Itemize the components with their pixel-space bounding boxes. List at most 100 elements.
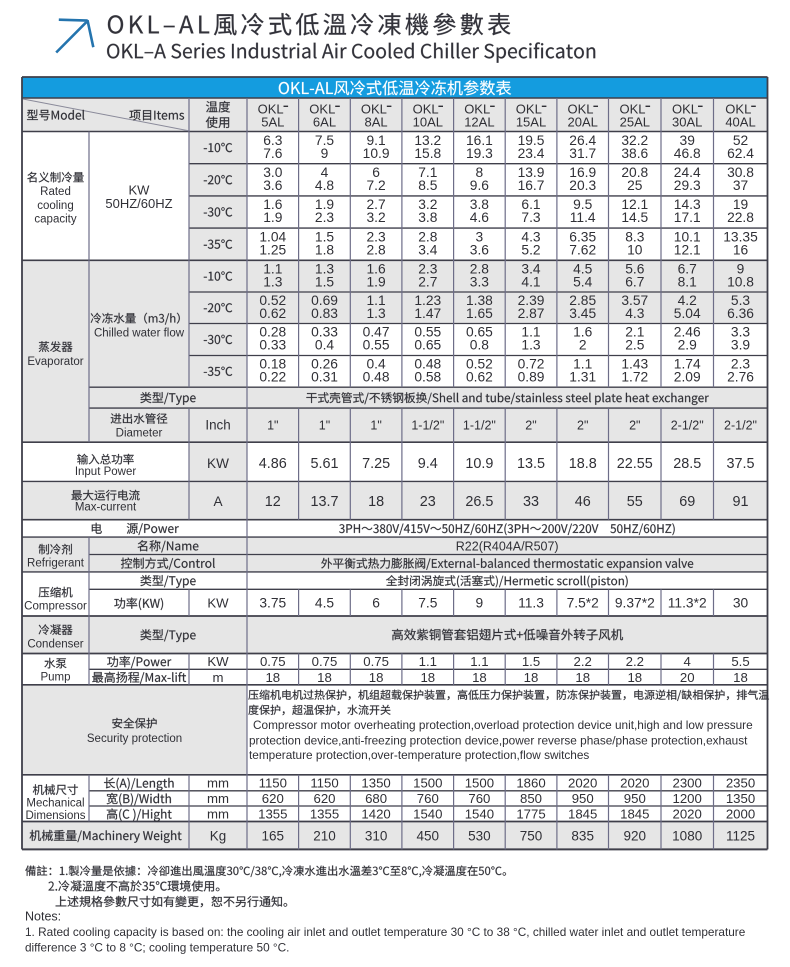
svg-text:0.65: 0.65 xyxy=(414,338,441,353)
svg-text:0.8: 0.8 xyxy=(470,338,490,353)
svg-text:750: 750 xyxy=(520,828,543,843)
svg-text:2.46: 2.46 xyxy=(674,325,701,340)
svg-text:6: 6 xyxy=(372,165,380,180)
svg-text:5.3: 5.3 xyxy=(731,293,751,308)
svg-text:1.9: 1.9 xyxy=(315,197,335,212)
svg-text:2.7: 2.7 xyxy=(367,197,386,212)
svg-text:1.38: 1.38 xyxy=(466,293,493,308)
svg-text:3.6: 3.6 xyxy=(263,178,283,193)
svg-text:12.1: 12.1 xyxy=(674,242,701,257)
svg-text:12: 12 xyxy=(265,494,281,510)
svg-text:20.3: 20.3 xyxy=(569,178,596,193)
svg-text:3.4: 3.4 xyxy=(418,242,438,257)
svg-text:OKL: OKL xyxy=(567,102,593,117)
svg-text:20.8: 20.8 xyxy=(621,165,648,180)
svg-text:18.8: 18.8 xyxy=(569,456,597,472)
svg-text:4: 4 xyxy=(321,165,329,180)
svg-text:4.8: 4.8 xyxy=(315,178,335,193)
svg-text:23: 23 xyxy=(420,494,436,510)
svg-text:4.5: 4.5 xyxy=(315,596,335,611)
svg-text:2.8: 2.8 xyxy=(418,229,438,244)
svg-text:5.5: 5.5 xyxy=(731,654,749,669)
svg-text:1.3: 1.3 xyxy=(263,274,283,289)
svg-text:4.86: 4.86 xyxy=(259,456,287,472)
svg-text:3.2: 3.2 xyxy=(418,197,437,212)
svg-text:8.1: 8.1 xyxy=(678,274,697,289)
svg-text:55: 55 xyxy=(627,494,643,510)
svg-text:69: 69 xyxy=(679,494,695,510)
svg-text:2.3: 2.3 xyxy=(731,357,751,372)
svg-text:1845: 1845 xyxy=(620,807,649,822)
svg-text:1.8: 1.8 xyxy=(315,242,335,257)
svg-text:5AL: 5AL xyxy=(261,114,284,129)
svg-text:9.6: 9.6 xyxy=(470,178,490,193)
svg-text:9: 9 xyxy=(476,596,484,611)
svg-text:OKL: OKL xyxy=(725,102,751,117)
svg-text:26.5: 26.5 xyxy=(465,494,493,510)
svg-text:4.2: 4.2 xyxy=(678,293,697,308)
svg-text:18: 18 xyxy=(317,670,332,685)
svg-text:0.65: 0.65 xyxy=(466,325,493,340)
svg-text:920: 920 xyxy=(624,828,647,843)
svg-text:6.7: 6.7 xyxy=(625,274,644,289)
svg-text:2.3: 2.3 xyxy=(315,210,335,225)
svg-text:11.3*2: 11.3*2 xyxy=(668,596,707,611)
svg-text:7.5*2: 7.5*2 xyxy=(567,596,599,611)
svg-text:1.5: 1.5 xyxy=(315,274,335,289)
svg-text:capacity: capacity xyxy=(34,214,76,226)
svg-text:8: 8 xyxy=(476,165,484,180)
svg-text:620: 620 xyxy=(262,791,284,806)
svg-text:10.1: 10.1 xyxy=(674,229,701,244)
svg-text:18: 18 xyxy=(524,670,539,685)
svg-text:0.47: 0.47 xyxy=(363,325,390,340)
svg-text:2.1: 2.1 xyxy=(625,325,644,340)
svg-text:0.4: 0.4 xyxy=(315,338,335,353)
svg-text:0.69: 0.69 xyxy=(311,293,338,308)
svg-text:OKL: OKL xyxy=(516,102,542,117)
svg-text:1125: 1125 xyxy=(726,828,755,843)
svg-text:450: 450 xyxy=(417,828,440,843)
svg-text:temperature protection,over-te: temperature protection,over-temperature … xyxy=(249,748,589,762)
svg-text:OKL: OKL xyxy=(619,102,645,117)
svg-text:3.0: 3.0 xyxy=(263,165,283,180)
svg-text:1.1: 1.1 xyxy=(521,325,540,340)
svg-text:1.04: 1.04 xyxy=(259,229,286,244)
svg-text:1.72: 1.72 xyxy=(621,370,648,385)
svg-text:4.3: 4.3 xyxy=(521,229,541,244)
svg-text:12AL: 12AL xyxy=(464,114,494,129)
svg-text:0.48: 0.48 xyxy=(363,370,390,385)
svg-text:9.1: 9.1 xyxy=(367,133,386,148)
svg-text:13.2: 13.2 xyxy=(414,133,441,148)
svg-text:KW: KW xyxy=(207,596,229,611)
svg-text:18: 18 xyxy=(369,670,384,685)
svg-text:13.5: 13.5 xyxy=(517,456,545,472)
svg-text:0.48: 0.48 xyxy=(414,357,441,372)
svg-text:3.3: 3.3 xyxy=(470,274,490,289)
svg-text:1200: 1200 xyxy=(673,791,702,806)
svg-text:9.37*2: 9.37*2 xyxy=(615,596,655,611)
svg-text:0.4: 0.4 xyxy=(367,357,387,372)
svg-text:3.8: 3.8 xyxy=(418,210,438,225)
svg-text:6.35: 6.35 xyxy=(569,229,596,244)
svg-text:Notes:: Notes: xyxy=(25,910,61,924)
svg-text:0.52: 0.52 xyxy=(466,357,493,372)
svg-text:0.58: 0.58 xyxy=(414,370,441,385)
svg-text:19: 19 xyxy=(733,197,749,212)
svg-text:760: 760 xyxy=(468,791,490,806)
svg-text:6.3: 6.3 xyxy=(263,133,283,148)
svg-text:0.55: 0.55 xyxy=(363,338,390,353)
svg-text:1500: 1500 xyxy=(413,776,442,791)
svg-text:3.6: 3.6 xyxy=(470,242,490,257)
svg-text:5.2: 5.2 xyxy=(521,242,540,257)
svg-text:1.43: 1.43 xyxy=(621,357,648,372)
svg-text:2-1/2": 2-1/2" xyxy=(724,419,757,433)
svg-text:6.7: 6.7 xyxy=(678,261,697,276)
svg-text:13.9: 13.9 xyxy=(518,165,545,180)
svg-text:5.04: 5.04 xyxy=(674,306,701,321)
svg-text:50HZ/60HZ: 50HZ/60HZ xyxy=(105,196,172,211)
svg-text:680: 680 xyxy=(365,791,387,806)
svg-text:1.6: 1.6 xyxy=(263,197,283,212)
svg-text:3.9: 3.9 xyxy=(731,338,751,353)
svg-text:2.3: 2.3 xyxy=(418,261,438,276)
svg-text:1355: 1355 xyxy=(258,807,287,822)
